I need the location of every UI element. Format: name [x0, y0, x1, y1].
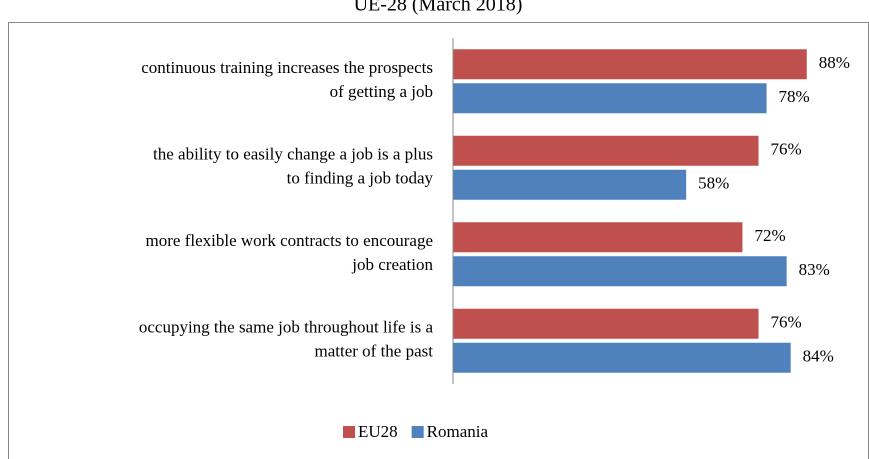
- value-label: 83%: [799, 260, 830, 279]
- bar: [453, 256, 787, 287]
- legend-label: Romania: [427, 422, 489, 441]
- bar: [453, 342, 791, 373]
- bar: [453, 49, 807, 80]
- value-label: 76%: [771, 313, 802, 332]
- value-label: 76%: [771, 140, 802, 159]
- bar: [453, 222, 743, 253]
- value-label: 84%: [803, 347, 834, 366]
- category-label: of getting a job: [330, 82, 433, 101]
- bar: [453, 169, 687, 200]
- value-label: 58%: [698, 174, 729, 193]
- category-label: occupying the same job throughout life i…: [139, 318, 434, 337]
- bar: [453, 308, 759, 339]
- bar: [453, 83, 767, 114]
- legend-swatch: [411, 426, 424, 438]
- category-label: the ability to easily change a job is a …: [153, 145, 433, 164]
- value-label: 78%: [779, 87, 810, 106]
- chart-title: UE-28 (March 2018): [354, 0, 523, 16]
- category-label: job creation: [351, 255, 433, 274]
- bar: [453, 135, 759, 166]
- value-label: 88%: [819, 53, 850, 72]
- legend-label: EU28: [358, 422, 398, 441]
- value-label: 72%: [754, 226, 785, 245]
- category-label: continuous training increases the prospe…: [141, 58, 433, 77]
- category-label: more flexible work contracts to encourag…: [146, 231, 433, 250]
- category-label: to finding a job today: [287, 169, 434, 188]
- legend-swatch: [343, 426, 355, 438]
- category-label: matter of the past: [315, 342, 434, 361]
